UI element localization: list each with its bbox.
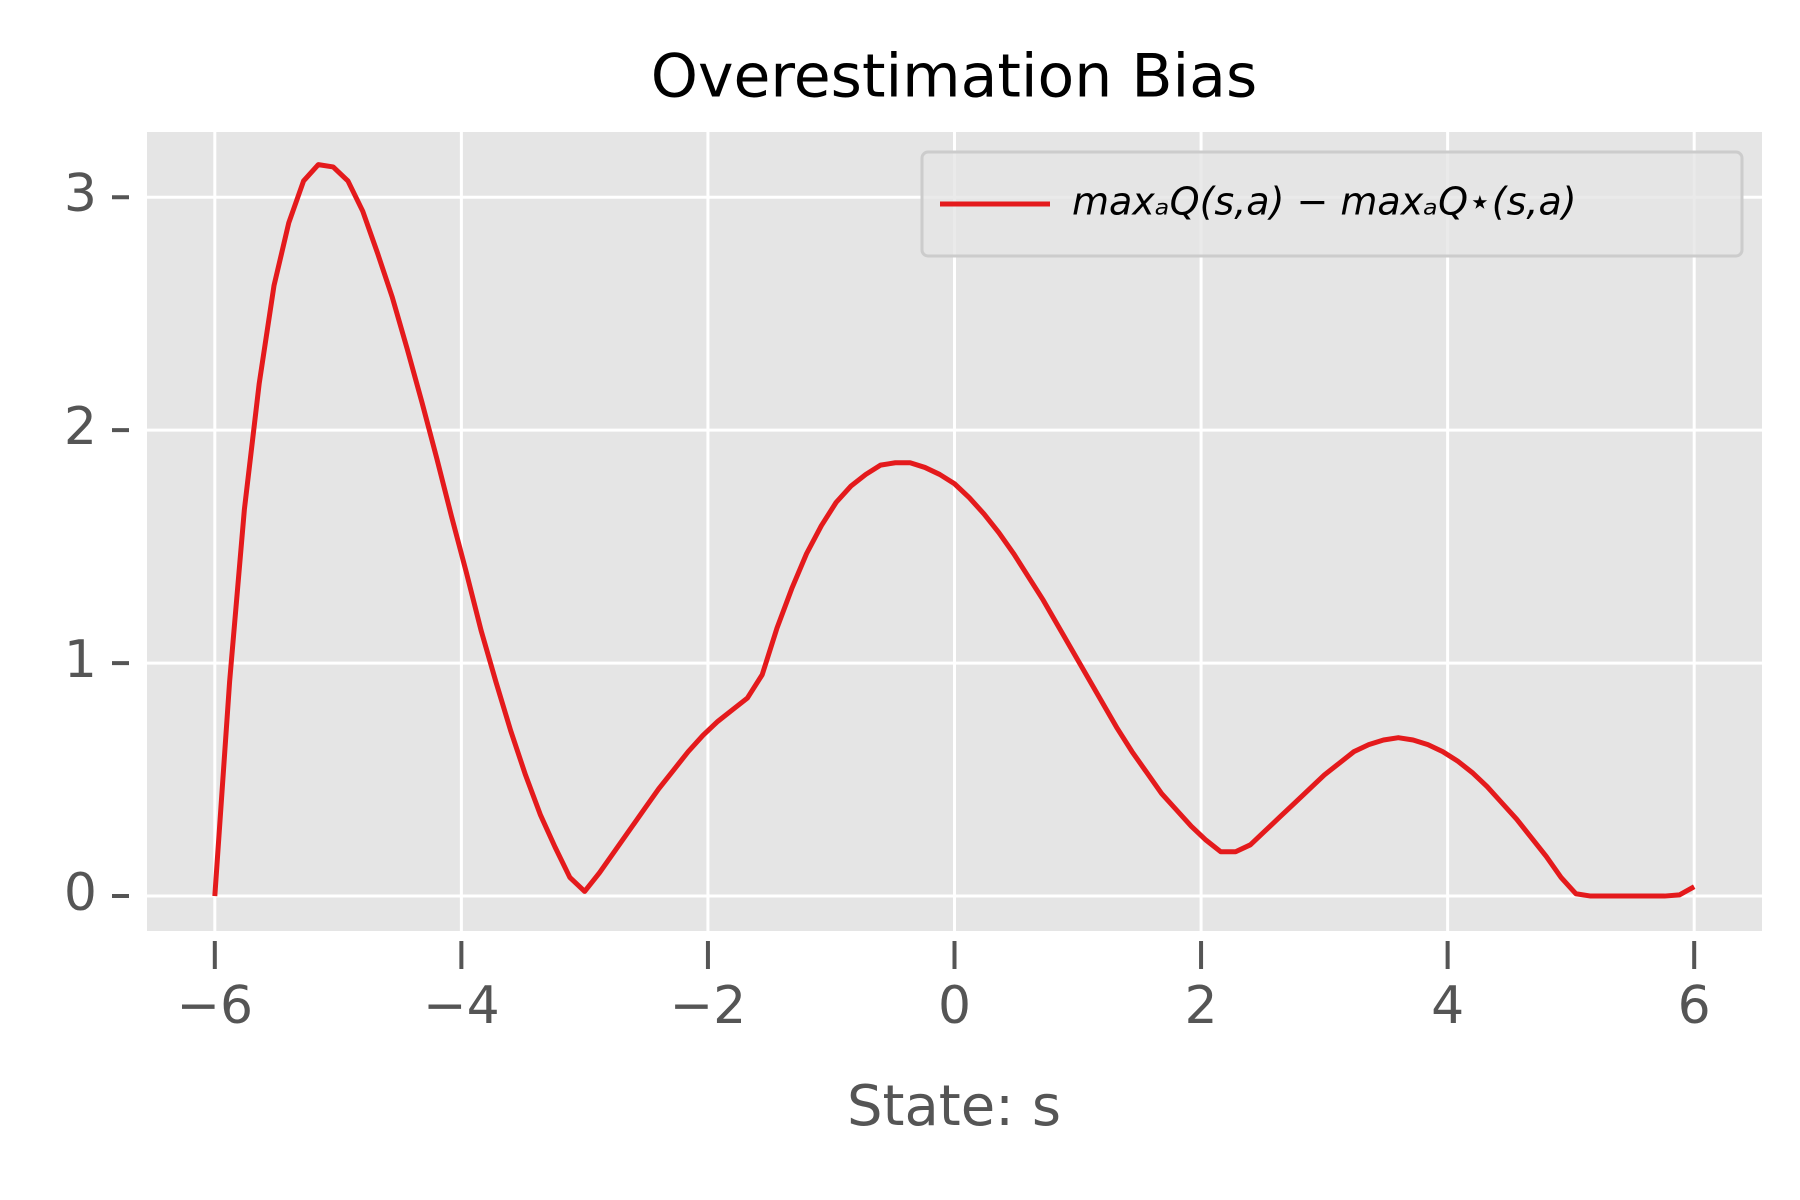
- x-tick-label: 0: [938, 976, 971, 1036]
- legend-label: maxₐQ(s,a) − maxₐQ⋆(s,a): [1072, 180, 1577, 224]
- legend: maxₐQ(s,a) − maxₐQ⋆(s,a): [920, 150, 1744, 258]
- x-axis-label: State: s: [847, 1074, 1061, 1139]
- x-tick-label: 4: [1431, 976, 1464, 1036]
- x-tick-label: −6: [176, 976, 253, 1036]
- x-tick-label: 2: [1185, 976, 1218, 1036]
- x-tick-label: 6: [1678, 976, 1711, 1036]
- chart-title: Overestimation Bias: [651, 42, 1257, 112]
- y-tick-label: 0: [64, 863, 97, 923]
- x-tick-label: −4: [423, 976, 500, 1036]
- line: [212, 162, 1696, 899]
- y-tick-label: 2: [64, 397, 97, 457]
- y-tick-label: 3: [64, 164, 97, 224]
- legend-frame: [920, 150, 1744, 258]
- y-tick-label: 1: [64, 630, 97, 690]
- x-tick-label: −2: [670, 976, 747, 1036]
